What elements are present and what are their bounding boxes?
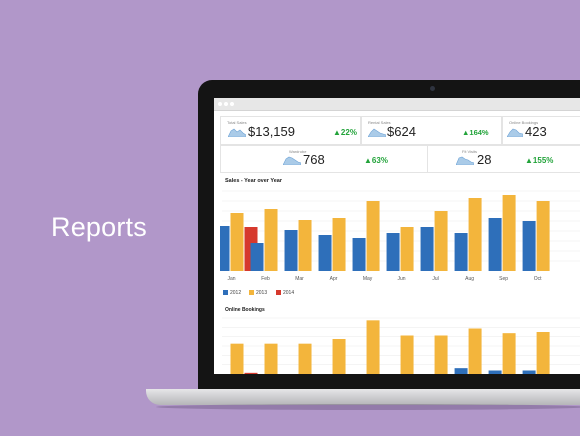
kpi-value: 28 [477, 152, 492, 167]
kpi-card-rental-sales[interactable]: Rental Sales $624 ▲164% [361, 116, 502, 145]
bar-2012-jul[interactable] [420, 227, 434, 271]
laptop-shadow [156, 404, 580, 410]
sparkline-icon [368, 128, 386, 137]
bar-2013-apr[interactable] [332, 339, 346, 374]
laptop-screen: Total Sales $13,159 ▲22% Rental Sales $6… [214, 98, 580, 374]
x-tick-label: Sep [499, 276, 508, 282]
kpi-label: Total Sales [227, 120, 247, 125]
window-minimize-button[interactable] [224, 102, 228, 106]
bar-2012-may[interactable] [352, 238, 366, 271]
bar-2013-sep[interactable] [502, 333, 516, 374]
kpi-label: Wardrobe [289, 149, 307, 154]
bar-2012-sep[interactable] [488, 370, 502, 375]
bar-2013-apr[interactable] [332, 218, 346, 271]
bar-2013-jan[interactable] [230, 343, 244, 374]
bar-2013-feb[interactable] [264, 209, 278, 271]
kpi-delta: ▲155% [525, 156, 554, 165]
bar-2013-mar[interactable] [298, 220, 312, 271]
bar-2013-aug[interactable] [468, 328, 482, 375]
x-tick-label: Jun [398, 276, 406, 282]
bar-2013-aug[interactable] [468, 198, 482, 271]
kpi-value: 423 [525, 124, 547, 139]
bar-2014-jan[interactable] [244, 372, 258, 374]
bar-2013-oct[interactable] [536, 201, 550, 271]
bar-2013-jul[interactable] [434, 335, 448, 375]
legend-2013: 2013 [249, 290, 267, 296]
chart-title-online-bookings: Online Bookings [225, 307, 265, 313]
legend-label: 2012 [230, 290, 242, 296]
bar-2012-mar[interactable] [284, 230, 298, 271]
bar-2013-sep[interactable] [502, 195, 516, 271]
sparkline-icon [228, 128, 246, 137]
bar-2013-may[interactable] [366, 201, 380, 271]
bar-2012-jan[interactable] [220, 226, 230, 271]
kpi-delta: ▲22% [333, 128, 357, 137]
kpi-card-total-sales[interactable]: Total Sales $13,159 ▲22% [220, 116, 361, 145]
sparkline-icon [507, 128, 523, 137]
kpi-value: $13,159 [248, 124, 295, 139]
bar-2012-aug[interactable] [454, 233, 468, 271]
x-tick-label: Jul [432, 276, 438, 282]
bar-2013-feb[interactable] [264, 343, 278, 374]
legend-swatch [223, 290, 228, 295]
sparkline-icon [283, 156, 301, 165]
kpi-label: Fit Visits [462, 149, 478, 154]
bar-2013-mar[interactable] [298, 343, 312, 374]
kpi-value: 768 [303, 152, 325, 167]
kpi-delta: ▲63% [364, 156, 388, 165]
kpi-label: Rental Sales [368, 120, 391, 125]
legend-2012: 2012 [223, 290, 241, 296]
bar-2012-apr[interactable] [318, 235, 332, 271]
x-tick-label: May [363, 276, 373, 282]
sparkline-icon [456, 156, 474, 165]
legend-swatch [249, 290, 254, 295]
webcam-icon [430, 86, 435, 91]
x-tick-label: Feb [261, 276, 270, 282]
kpi-card-wardrobe[interactable]: Wardrobe 768 ▲63% [220, 145, 428, 173]
bar-2012-feb[interactable] [250, 243, 264, 271]
bar-2012-oct[interactable] [522, 370, 536, 375]
kpi-label: Online Bookings [509, 120, 539, 125]
legend-2014: 2014 [276, 290, 294, 296]
bar-2012-sep[interactable] [488, 218, 502, 271]
bar-2012-aug[interactable] [454, 368, 468, 374]
window-maximize-button[interactable] [230, 102, 234, 106]
chart-title-sales: Sales - Year over Year [225, 178, 282, 184]
bar-2013-jul[interactable] [434, 211, 448, 271]
kpi-delta: ▲164% [462, 128, 489, 137]
bar-2013-oct[interactable] [536, 332, 550, 374]
kpi-value: $624 [387, 124, 416, 139]
x-tick-label: Oct [534, 276, 542, 282]
bar-2012-jun[interactable] [386, 233, 400, 271]
bar-2013-jan[interactable] [230, 213, 244, 271]
legend-label: 2013 [256, 290, 268, 296]
x-tick-label: Jan [227, 276, 235, 282]
bar-2013-jun[interactable] [400, 335, 414, 375]
window-close-button[interactable] [218, 102, 222, 106]
x-tick-label: Aug [465, 276, 474, 282]
laptop-base [146, 389, 580, 405]
kpi-card-fit-visits[interactable]: Fit Visits 28 ▲155% [427, 145, 580, 173]
online-bookings-chart [222, 317, 580, 375]
kpi-card-online-bookings[interactable]: Online Bookings 423 [502, 116, 580, 145]
browser-toolbar [214, 98, 580, 111]
legend-label: 2014 [283, 290, 295, 296]
x-tick-label: Apr [330, 276, 338, 282]
x-tick-label: Mar [295, 276, 304, 282]
bar-2012-oct[interactable] [522, 221, 536, 271]
bar-2013-may[interactable] [366, 320, 380, 374]
bar-2013-jun[interactable] [400, 227, 414, 271]
promo-title: Reports [51, 212, 147, 242]
sales-year-over-year-chart: Jan Feb Mar Apr May Jun Jul Aug Sep Oct [220, 190, 580, 282]
legend-swatch [276, 290, 281, 295]
